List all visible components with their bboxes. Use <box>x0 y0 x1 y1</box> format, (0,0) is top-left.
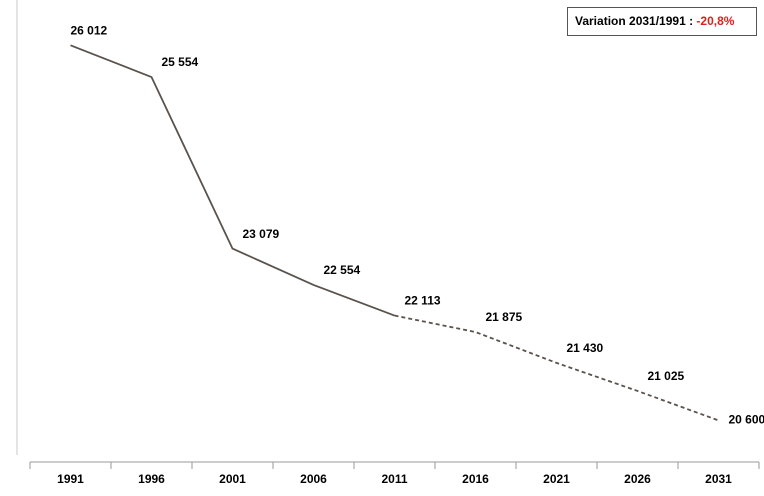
line-solid <box>70 44 395 317</box>
annotation-value: -20,8% <box>696 14 734 28</box>
line-dashed <box>394 314 719 422</box>
data-label: 21 430 <box>567 341 604 355</box>
data-label: 23 079 <box>243 227 280 241</box>
x-tick-label: 1996 <box>138 472 165 486</box>
annotation: Variation 2031/1991 : -20,8% <box>575 14 735 28</box>
x-tick-label: 2001 <box>219 472 246 486</box>
x-tick-label: 2016 <box>462 472 489 486</box>
x-tick-label: 2031 <box>705 472 732 486</box>
data-label: 20 600 <box>729 413 764 427</box>
annotation-text: Variation 2031/1991 : <box>575 14 696 28</box>
annotation-box <box>567 7 757 36</box>
data-label: 26 012 <box>71 23 108 37</box>
data-label: 22 554 <box>324 263 361 277</box>
x-tick-label: 2006 <box>300 472 327 486</box>
data-label: 25 554 <box>162 55 199 69</box>
data-label: 22 113 <box>405 294 441 308</box>
data-label: 21 025 <box>648 369 685 383</box>
x-tick-label: 2026 <box>624 472 651 486</box>
x-tick-label: 2021 <box>543 472 570 486</box>
x-tick-label: 2011 <box>381 472 407 486</box>
data-label: 21 875 <box>486 310 523 324</box>
x-tick-label: 1991 <box>57 472 84 486</box>
